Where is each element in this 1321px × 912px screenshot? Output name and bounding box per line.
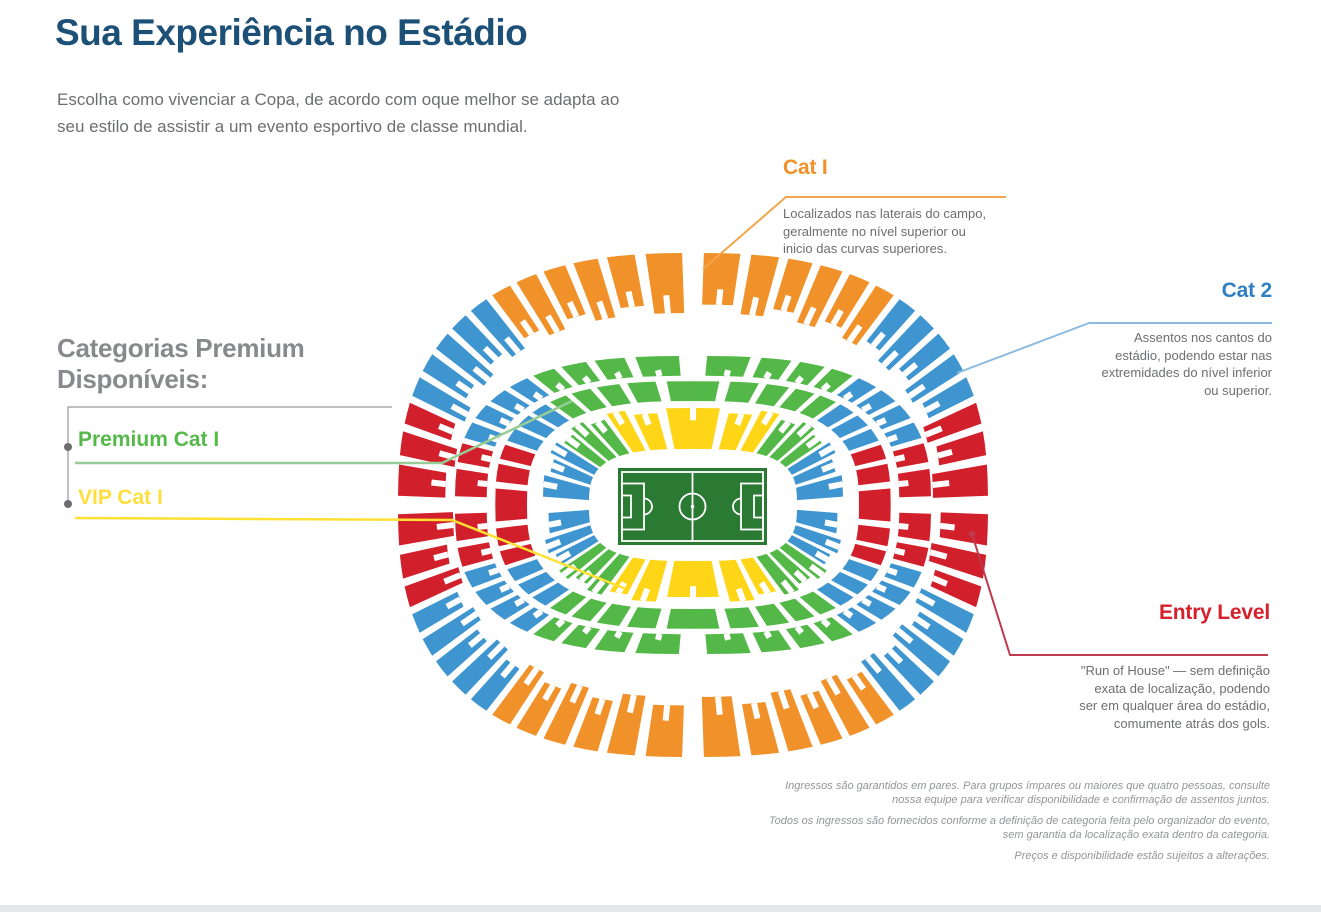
stadium-ring-1 [455,356,931,654]
entry-leader [971,533,1268,656]
fine-print: Ingressos são garantidos em pares. Para … [630,779,1270,863]
cat1-label: Cat I [783,156,828,179]
premium-heading: Categorias Premium Disponíveis: [57,333,305,394]
cat1-description: Localizados nas laterais do campo, geral… [783,206,987,256]
vip-cat1-label: VIP Cat I [78,486,163,509]
cat2-description: Assentos nos cantos do estádio, podendo … [1101,330,1272,398]
premium-connector-dot [64,500,72,508]
cat1-leader [702,196,1006,270]
football-pitch [618,468,767,545]
entry-level-label: Entry Level [1158,601,1270,624]
fine-print-paragraph: Ingressos são garantidos em pares. Para … [785,780,1270,806]
bottom-page-edge [0,905,1321,912]
entry-level-description: "Run of House" — sem definição exata de … [1079,663,1270,731]
vip-cat1-leader [74,516,627,591]
premium-cat1-leader [75,399,573,465]
premium-cat1-label: Premium Cat I [78,428,220,451]
fine-print-paragraph: Preços e disponibilidade estão sujeitos … [1014,850,1270,862]
page-subtitle: Escolha como vivenciar a Copa, de acordo… [57,90,620,136]
premium-connector-line [67,406,392,504]
cat2-leader [956,322,1272,374]
page-title: Sua Experiência no Estádio [55,12,528,53]
entry-leader-dot [968,530,976,538]
stadium-ring-0 [398,253,988,757]
cat2-label: Cat 2 [1221,279,1273,302]
fine-print-paragraph: Todos os ingressos são fornecidos confor… [768,815,1270,841]
premium-connector-dot [64,443,72,451]
